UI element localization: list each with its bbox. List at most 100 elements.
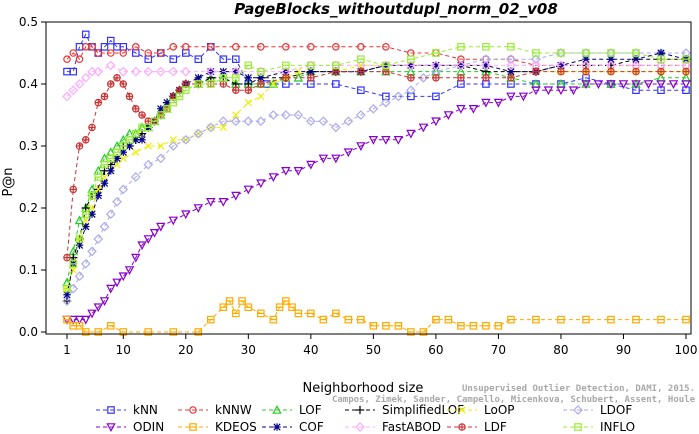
data-point-loop <box>169 136 177 144</box>
data-point-inflo <box>382 61 390 70</box>
data-point-odin <box>343 148 354 158</box>
data-point-odin <box>593 80 604 89</box>
data-point-inflo <box>163 104 171 113</box>
data-point-odin <box>206 198 216 207</box>
data-point-inflo <box>94 173 103 181</box>
data-point-ldof <box>218 116 229 127</box>
legend-label-knn: kNN <box>133 403 158 417</box>
data-point-kdeos <box>94 328 103 336</box>
data-point-fastabod <box>74 79 85 89</box>
data-point-fastabod <box>168 66 179 77</box>
data-point-fastabod <box>80 72 91 83</box>
legend-label-knnw: kNNW <box>215 403 252 417</box>
data-point-odin <box>506 92 516 102</box>
data-point-inflo <box>582 49 590 57</box>
data-point-knnw <box>232 42 240 51</box>
data-point-ldf <box>125 92 134 101</box>
data-point-odin <box>468 104 479 114</box>
data-point-fastabod <box>506 60 516 71</box>
y-tick-label: 0.1 <box>19 263 38 277</box>
data-point-inflo <box>156 111 165 119</box>
data-point-odin <box>118 272 128 282</box>
series-line-kdeos <box>66 300 686 333</box>
data-point-cof <box>607 55 615 63</box>
data-point-odin <box>68 315 78 325</box>
data-point-odin <box>456 104 466 114</box>
data-point-fastabod <box>456 60 466 71</box>
data-point-knnw <box>357 42 365 51</box>
data-point-kdeos <box>532 315 540 324</box>
data-point-kdeos <box>582 315 590 324</box>
data-point-ldof <box>93 234 104 244</box>
data-point-odin <box>243 185 254 195</box>
data-point-kdeos <box>369 322 378 330</box>
x-tick-label: 60 <box>428 343 443 357</box>
data-point-inflo <box>144 123 153 132</box>
data-point-ldf <box>131 105 140 113</box>
x-tick-label: 10 <box>116 343 131 357</box>
data-point-inflo <box>113 148 121 157</box>
data-point-knnw <box>88 42 96 51</box>
data-point-inflo <box>507 42 515 51</box>
legend-item-loop: LoOP <box>447 403 515 417</box>
legend-item-odin: ODIN <box>96 420 164 434</box>
data-point-odin <box>406 129 416 139</box>
data-point-odin <box>668 80 679 89</box>
data-point-ldf <box>232 86 240 95</box>
data-point-fastabod <box>130 66 141 77</box>
data-point-kdeos <box>344 315 353 324</box>
data-point-ldf <box>63 253 71 262</box>
legend-marker-ldof <box>573 405 583 415</box>
data-point-inflo <box>407 55 415 64</box>
data-point-odin <box>99 297 110 306</box>
series-kdeos <box>63 297 690 336</box>
data-point-lof <box>268 79 279 88</box>
data-point-ldof <box>343 116 354 127</box>
x-tick-label: 80 <box>553 343 568 357</box>
data-point-ldof <box>99 221 110 232</box>
data-point-ldof <box>656 48 666 58</box>
y-tick-label: 0.2 <box>19 201 38 215</box>
data-point-kdeos <box>219 303 228 312</box>
data-point-knn <box>69 67 78 76</box>
data-point-kdeos <box>282 297 290 305</box>
data-point-kdeos <box>232 309 240 318</box>
data-point-inflo <box>75 235 84 243</box>
data-point-knn <box>332 80 340 88</box>
legend-item-knn: kNN <box>96 403 158 417</box>
data-point-odin <box>606 80 616 89</box>
data-point-knnw <box>207 42 215 51</box>
data-point-ldof <box>368 103 379 114</box>
y-tick-label: 0.0 <box>19 325 38 339</box>
data-point-knnw <box>382 42 390 51</box>
data-point-kdeos <box>75 322 84 330</box>
data-point-knnw <box>75 55 84 64</box>
data-point-ldf <box>332 67 340 76</box>
x-tick-label: 70 <box>491 343 506 357</box>
legend-label-loop: LoOP <box>484 403 515 417</box>
data-point-inflo <box>150 117 159 126</box>
data-point-inflo <box>532 49 540 57</box>
data-point-loop <box>269 80 277 88</box>
legend-item-kdeos: KDEOS <box>178 420 257 434</box>
legend-item-inflo: INFLO <box>563 420 635 434</box>
data-point-kdeos <box>494 322 503 330</box>
data-point-knnw <box>144 49 153 57</box>
data-point-ldf <box>244 86 253 95</box>
data-point-inflo <box>357 55 365 64</box>
series-cof <box>63 49 690 299</box>
data-point-kdeos <box>407 328 415 336</box>
data-point-ldf <box>632 67 640 76</box>
x-axis-label: Neighborhood size <box>303 381 424 396</box>
legend-marker-odin <box>106 423 116 432</box>
chart-title: PageBlocks_withoutdupl_norm_02_v08 <box>234 0 558 18</box>
x-tick-label: 100 <box>675 343 698 357</box>
data-point-inflo <box>457 42 465 51</box>
data-point-inflo <box>307 61 315 70</box>
series-simplifiedlof <box>62 55 691 306</box>
series-line-fastabod <box>66 64 686 97</box>
legend: kNN kNNW LOF SimplifiedLOF LoOP LDOF ODIN KDEOS… <box>96 403 635 434</box>
data-point-odin <box>124 266 135 275</box>
data-point-fastabod <box>93 66 104 77</box>
legend-item-fastabod: FastABOD <box>345 420 441 434</box>
